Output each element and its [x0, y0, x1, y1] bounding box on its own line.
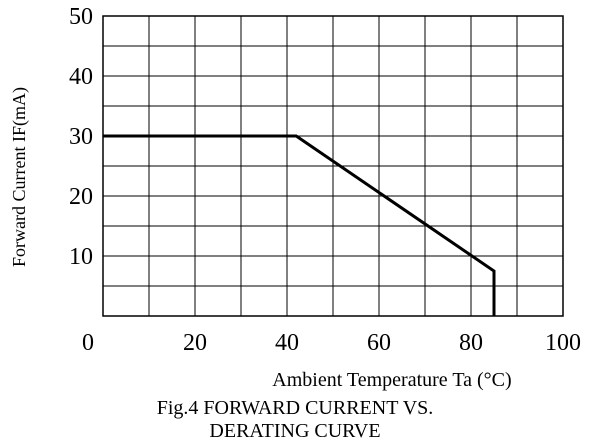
figure-caption-line-1: Fig.4 FORWARD CURRENT VS.	[156, 397, 434, 419]
x-tick-label: 60	[367, 330, 391, 356]
plot-frame	[102, 15, 564, 317]
chart-series	[103, 134, 496, 316]
y-tick-label: 20	[69, 184, 93, 210]
y-tick-label: 50	[69, 4, 93, 30]
chart-grid	[103, 16, 563, 316]
y-tick-label: 40	[69, 64, 93, 90]
x-tick-label: 20	[183, 330, 207, 356]
figure-caption-line-2: DERATING CURVE	[209, 420, 381, 442]
x-tick-label: 0	[82, 330, 94, 356]
x-tick-label: 80	[459, 330, 483, 356]
y-tick-label: 10	[69, 244, 93, 270]
x-tick-label: 100	[545, 330, 581, 356]
y-tick-labels: 10 20 30 40 50	[69, 4, 93, 270]
x-tick-label: 40	[275, 330, 299, 356]
x-tick-labels: 0 20 40 60 80 100	[82, 330, 581, 356]
y-tick-label: 30	[69, 124, 93, 150]
derating-curve-line	[103, 134, 496, 316]
x-axis-label: Ambient Temperature Ta (°C)	[272, 369, 511, 391]
y-axis-label: Forward Current IF(mA)	[9, 87, 30, 267]
